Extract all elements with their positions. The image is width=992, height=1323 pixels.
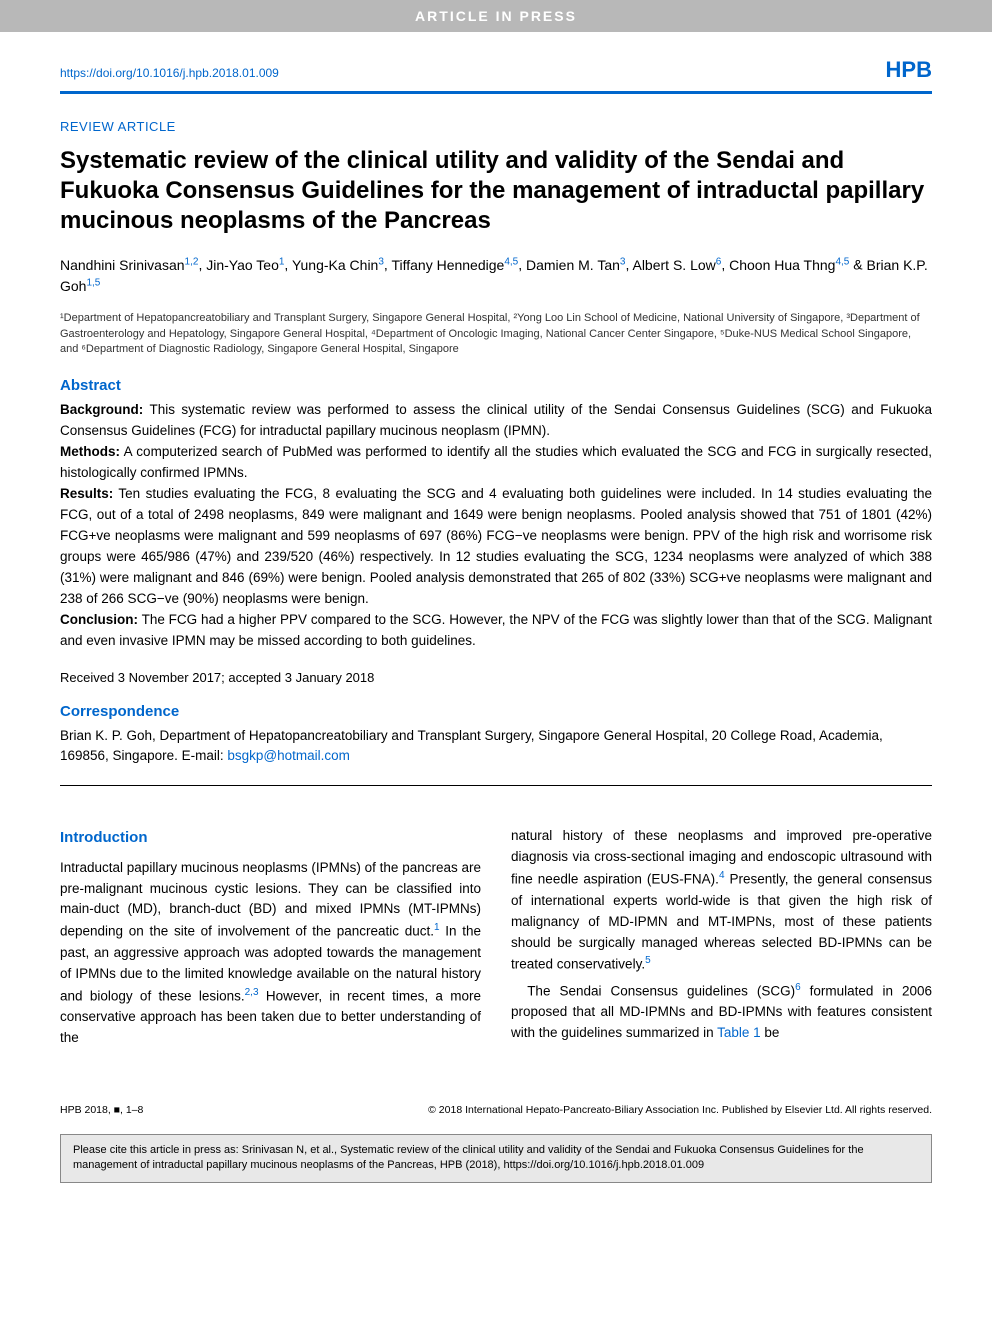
footer-left: HPB 2018, ■, 1–8 bbox=[60, 1104, 143, 1116]
background-text: This systematic review was performed to … bbox=[60, 402, 932, 438]
author: Tiffany Hennedige4,5 bbox=[391, 257, 518, 273]
body-columns: Introduction Intraductal papillary mucin… bbox=[60, 826, 932, 1049]
background-label: Background: bbox=[60, 402, 143, 417]
intro-paragraph: Intraductal papillary mucinous neoplasms… bbox=[60, 858, 481, 1049]
correspondence-email[interactable]: bsgkp@hotmail.com bbox=[227, 748, 350, 763]
introduction-heading: Introduction bbox=[60, 826, 481, 849]
author: Yung-Ka Chin3 bbox=[292, 257, 384, 273]
correspondence-body: Brian K. P. Goh, Department of Hepatopan… bbox=[60, 726, 932, 768]
methods-label: Methods: bbox=[60, 444, 120, 459]
abstract-body: Background: This systematic review was p… bbox=[60, 400, 932, 651]
conclusion-label: Conclusion: bbox=[60, 612, 138, 627]
journal-logo: HPB bbox=[886, 57, 932, 83]
author: Damien M. Tan3 bbox=[526, 257, 625, 273]
conclusion-text: The FCG had a higher PPV compared to the… bbox=[60, 612, 932, 648]
article-in-press-banner: ARTICLE IN PRESS bbox=[0, 0, 992, 32]
doi-link[interactable]: https://doi.org/10.1016/j.hpb.2018.01.00… bbox=[60, 66, 279, 80]
results-label: Results: bbox=[60, 486, 113, 501]
article-dates: Received 3 November 2017; accepted 3 Jan… bbox=[60, 670, 932, 685]
author: Albert S. Low6 bbox=[632, 257, 721, 273]
correspondence-heading: Correspondence bbox=[60, 703, 932, 720]
author: Nandhini Srinivasan1,2 bbox=[60, 257, 198, 273]
affiliations: ¹Department of Hepatopancreatobiliary an… bbox=[60, 311, 932, 357]
citation-box: Please cite this article in press as: Sr… bbox=[60, 1134, 932, 1183]
column-left: Introduction Intraductal papillary mucin… bbox=[60, 826, 481, 1049]
section-divider bbox=[60, 785, 932, 786]
header-row: https://doi.org/10.1016/j.hpb.2018.01.00… bbox=[60, 57, 932, 94]
article-type: REVIEW ARTICLE bbox=[60, 119, 932, 134]
ref-link[interactable]: 5 bbox=[645, 955, 651, 966]
author-list: Nandhini Srinivasan1,2, Jin-Yao Teo1, Yu… bbox=[60, 254, 932, 297]
correspondence-text: Brian K. P. Goh, Department of Hepatopan… bbox=[60, 728, 883, 764]
author: Jin-Yao Teo1 bbox=[206, 257, 284, 273]
author: Choon Hua Thng4,5 bbox=[729, 257, 849, 273]
abstract-heading: Abstract bbox=[60, 377, 932, 394]
ref-link[interactable]: 2,3 bbox=[245, 987, 259, 998]
column-right: natural history of these neoplasms and i… bbox=[511, 826, 932, 1049]
table-link[interactable]: Table 1 bbox=[717, 1025, 761, 1040]
intro-paragraph: The Sendai Consensus guidelines (SCG)6 f… bbox=[511, 980, 932, 1044]
methods-text: A computerized search of PubMed was perf… bbox=[60, 444, 932, 480]
intro-paragraph: natural history of these neoplasms and i… bbox=[511, 826, 932, 975]
article-title: Systematic review of the clinical utilit… bbox=[60, 146, 932, 236]
results-text: Ten studies evaluating the FCG, 8 evalua… bbox=[60, 486, 932, 606]
page-footer: HPB 2018, ■, 1–8 © 2018 International He… bbox=[60, 1094, 932, 1116]
footer-right: © 2018 International Hepato-Pancreato-Bi… bbox=[428, 1104, 932, 1116]
